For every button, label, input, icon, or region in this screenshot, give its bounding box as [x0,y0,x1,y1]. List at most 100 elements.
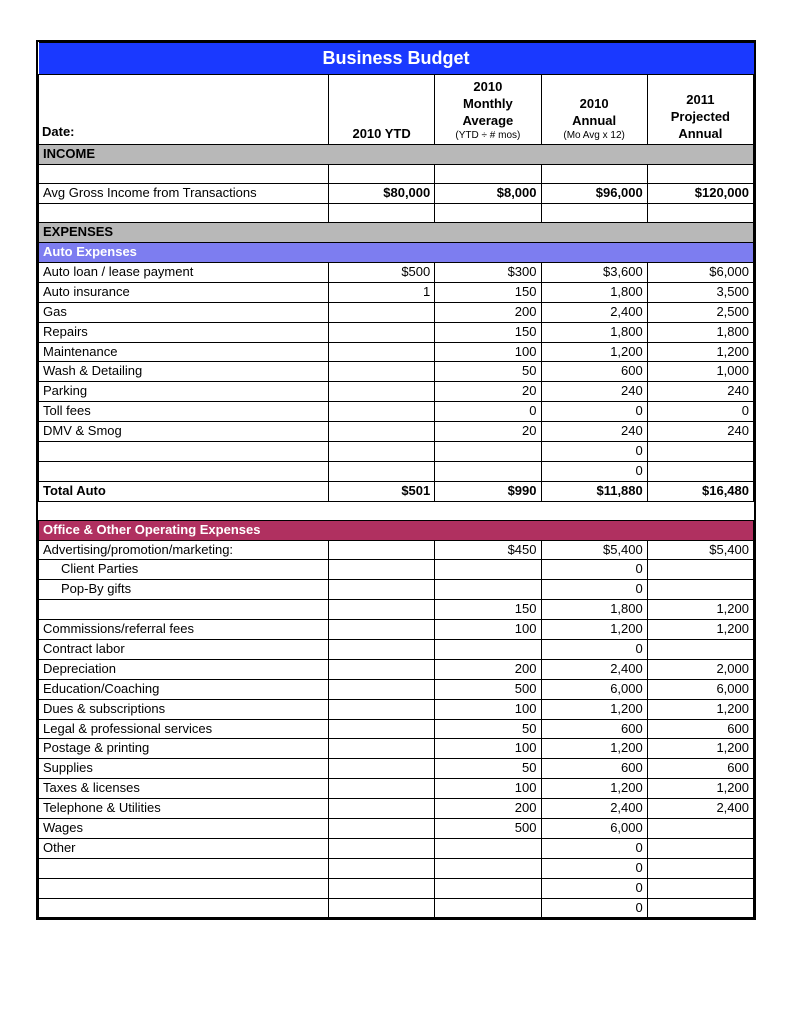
office-v3: 1,200 [541,620,647,640]
office-label: Depreciation [39,659,329,679]
auto-total-v3: $11,880 [541,481,647,501]
office-row: Other0 [39,838,754,858]
income-v4: $120,000 [647,184,753,204]
auto-v3: $3,600 [541,262,647,282]
office-v3: 2,400 [541,799,647,819]
auto-v1 [329,322,435,342]
office-v2 [435,878,541,898]
office-row: Postage & printing1001,2001,200 [39,739,754,759]
auto-v4 [647,461,753,481]
office-v1 [329,779,435,799]
office-row: 0 [39,878,754,898]
office-v2: 200 [435,659,541,679]
office-v3: 1,200 [541,779,647,799]
auto-v3: 2,400 [541,302,647,322]
office-v4: $5,400 [647,540,753,560]
auto-label: Auto insurance [39,282,329,302]
office-v1 [329,739,435,759]
office-label: Supplies [39,759,329,779]
auto-v1 [329,402,435,422]
office-v3: 600 [541,719,647,739]
auto-row: Maintenance1001,2001,200 [39,342,754,362]
auto-label: Wash & Detailing [39,362,329,382]
office-v1 [329,799,435,819]
auto-row: 0 [39,461,754,481]
income-label: Avg Gross Income from Transactions [39,184,329,204]
office-label: Wages [39,819,329,839]
office-v1 [329,560,435,580]
auto-v2: 150 [435,322,541,342]
office-label: Commissions/referral fees [39,620,329,640]
office-label: Pop-By gifts [39,580,329,600]
auto-v3: 1,800 [541,282,647,302]
office-rows: Advertising/promotion/marketing:$450$5,4… [39,540,754,918]
auto-label: Repairs [39,322,329,342]
auto-heading: Auto Expenses [39,243,329,263]
office-v1 [329,600,435,620]
office-row: Contract labor0 [39,639,754,659]
auto-v1: $500 [329,262,435,282]
office-v1 [329,838,435,858]
office-row: Dues & subscriptions1001,2001,200 [39,699,754,719]
office-v4: 1,200 [647,620,753,640]
auto-v3: 240 [541,422,647,442]
auto-row: Wash & Detailing506001,000 [39,362,754,382]
auto-v2: 0 [435,402,541,422]
column-headers: Date: 2010 YTD 2010 Monthly Average (YTD… [39,75,754,145]
office-v3: 0 [541,580,647,600]
header-projected: 2011 Projected Annual [647,75,753,145]
office-v4 [647,838,753,858]
office-v2: 500 [435,679,541,699]
office-v2: 500 [435,819,541,839]
header-annual: 2010 Annual (Mo Avg x 12) [541,75,647,145]
auto-v1: 1 [329,282,435,302]
office-v3: 0 [541,898,647,918]
auto-label: DMV & Smog [39,422,329,442]
auto-v1 [329,362,435,382]
auto-v1 [329,441,435,461]
office-v2: $450 [435,540,541,560]
office-v2: 100 [435,620,541,640]
auto-v1 [329,461,435,481]
office-row: Depreciation 2002,4002,000 [39,659,754,679]
office-v3: 1,200 [541,699,647,719]
auto-v3: 1,800 [541,322,647,342]
office-v4: 1,200 [647,779,753,799]
office-v2: 100 [435,739,541,759]
income-blank-row [39,165,754,184]
auto-rows: Auto loan / lease payment$500$300$3,600$… [39,262,754,481]
office-v3: 2,400 [541,659,647,679]
auto-v1 [329,302,435,322]
office-v3: 6,000 [541,679,647,699]
office-v4: 2,000 [647,659,753,679]
office-v4 [647,858,753,878]
office-v1 [329,858,435,878]
office-v3: 1,800 [541,600,647,620]
office-v4 [647,560,753,580]
office-v4 [647,580,753,600]
office-v2: 50 [435,719,541,739]
auto-total-v4: $16,480 [647,481,753,501]
auto-label: Auto loan / lease payment [39,262,329,282]
auto-v2: 20 [435,382,541,402]
office-v1 [329,679,435,699]
auto-v2 [435,441,541,461]
office-label: Postage & printing [39,739,329,759]
office-v1 [329,540,435,560]
title-row: Business Budget [39,43,754,75]
auto-label [39,441,329,461]
office-v3: 0 [541,838,647,858]
auto-label: Gas [39,302,329,322]
auto-v4: 240 [647,422,753,442]
office-v3: 0 [541,639,647,659]
auto-v2: 150 [435,282,541,302]
office-label: Client Parties [39,560,329,580]
office-v4: 2,400 [647,799,753,819]
auto-v1 [329,422,435,442]
auto-v3: 1,200 [541,342,647,362]
office-row: Education/Coaching5006,0006,000 [39,679,754,699]
auto-v2: $300 [435,262,541,282]
office-v2 [435,858,541,878]
office-label: Telephone & Utilities [39,799,329,819]
auto-row: DMV & Smog20240240 [39,422,754,442]
